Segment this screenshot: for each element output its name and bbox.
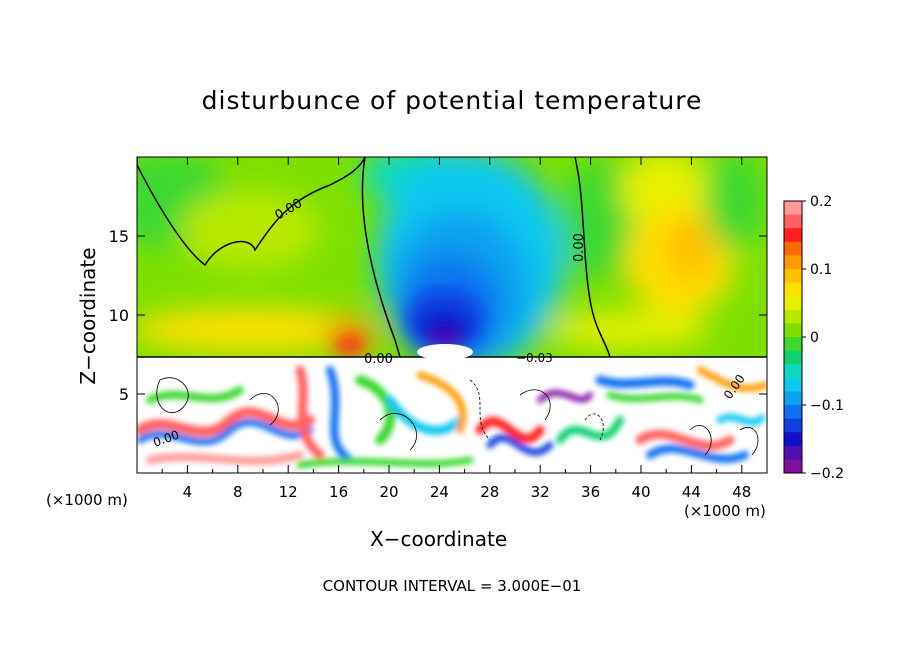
x-tick-label: 36 [581,483,600,501]
colorbar-swatch [784,296,802,311]
colorbar-swatch [784,445,802,460]
colorbar-swatch [784,309,802,324]
x-tick-label: 40 [631,483,650,501]
contour-label: 0.00 [364,352,393,367]
colorbar: 0.2 0.1 0 −0.1 −0.2 [783,194,844,482]
colorbar-swatch [784,364,802,379]
upper-field [137,157,767,357]
x-tick-label: 24 [430,483,449,501]
contour-label: 0.00 [572,233,587,262]
x-tick-label: 12 [279,483,298,501]
x-unit-label-left: (×1000 m) [46,491,128,509]
colorbar-tick-label: 0.1 [810,262,832,278]
colorbar-swatch [784,350,802,365]
x-tick-label: 20 [379,483,398,501]
zero-contour-right [574,157,611,357]
y-tick-label: 15 [109,227,129,246]
x-tick-label: 4 [183,483,193,501]
y-axis-label: Z−coordinate [76,247,100,385]
colorbar-swatch [784,405,802,420]
colorbar-swatch [784,269,802,284]
interface-bulge [417,344,473,360]
colorbar-tick-label: −0.2 [810,466,844,482]
colorbar-swatch [784,418,802,433]
colorbar-tick-label: 0.2 [810,194,832,210]
colorbar-swatch [784,214,802,229]
contour-label: −0.03 [516,351,553,365]
x-unit-label-right: (×1000 m) [684,502,766,520]
colorbar-swatch [784,459,802,474]
colorbar-swatch [784,241,802,256]
colorbar-swatch [784,282,802,297]
zero-contour-mid [361,157,401,357]
x-tick-label: 8 [233,483,243,501]
lower-field [137,357,767,473]
colorbar-swatch [784,377,802,392]
chart-title: disturbunce of potential temperature [201,86,703,115]
colorbar-swatch [784,337,802,352]
x-tick-label: 44 [682,483,701,501]
x-tick-label: 28 [480,483,499,501]
colorbar-tick-label: −0.1 [810,398,844,414]
colorbar-swatch [784,432,802,447]
zero-contour-left [137,157,366,267]
colorbar-swatch [784,228,802,243]
x-axis: 4 8 12 16 20 24 28 32 36 40 44 48 [161,157,751,501]
colorbar-swatch [784,255,802,270]
y-axis: 5 10 15 [109,227,767,404]
contour-interval-note: CONTOUR INTERVAL = 3.000E−01 [322,577,582,595]
colorbar-swatch [784,323,802,338]
y-tick-label: 10 [109,306,129,325]
x-tick-label: 16 [329,483,348,501]
x-axis-label: X−coordinate [370,527,508,551]
colorbar-tick-label: 0 [810,330,819,346]
colorbar-swatch [784,391,802,406]
x-tick-label: 32 [531,483,550,501]
colorbar-swatch [784,201,802,216]
y-tick-label: 5 [119,385,129,404]
x-tick-label: 48 [732,483,751,501]
